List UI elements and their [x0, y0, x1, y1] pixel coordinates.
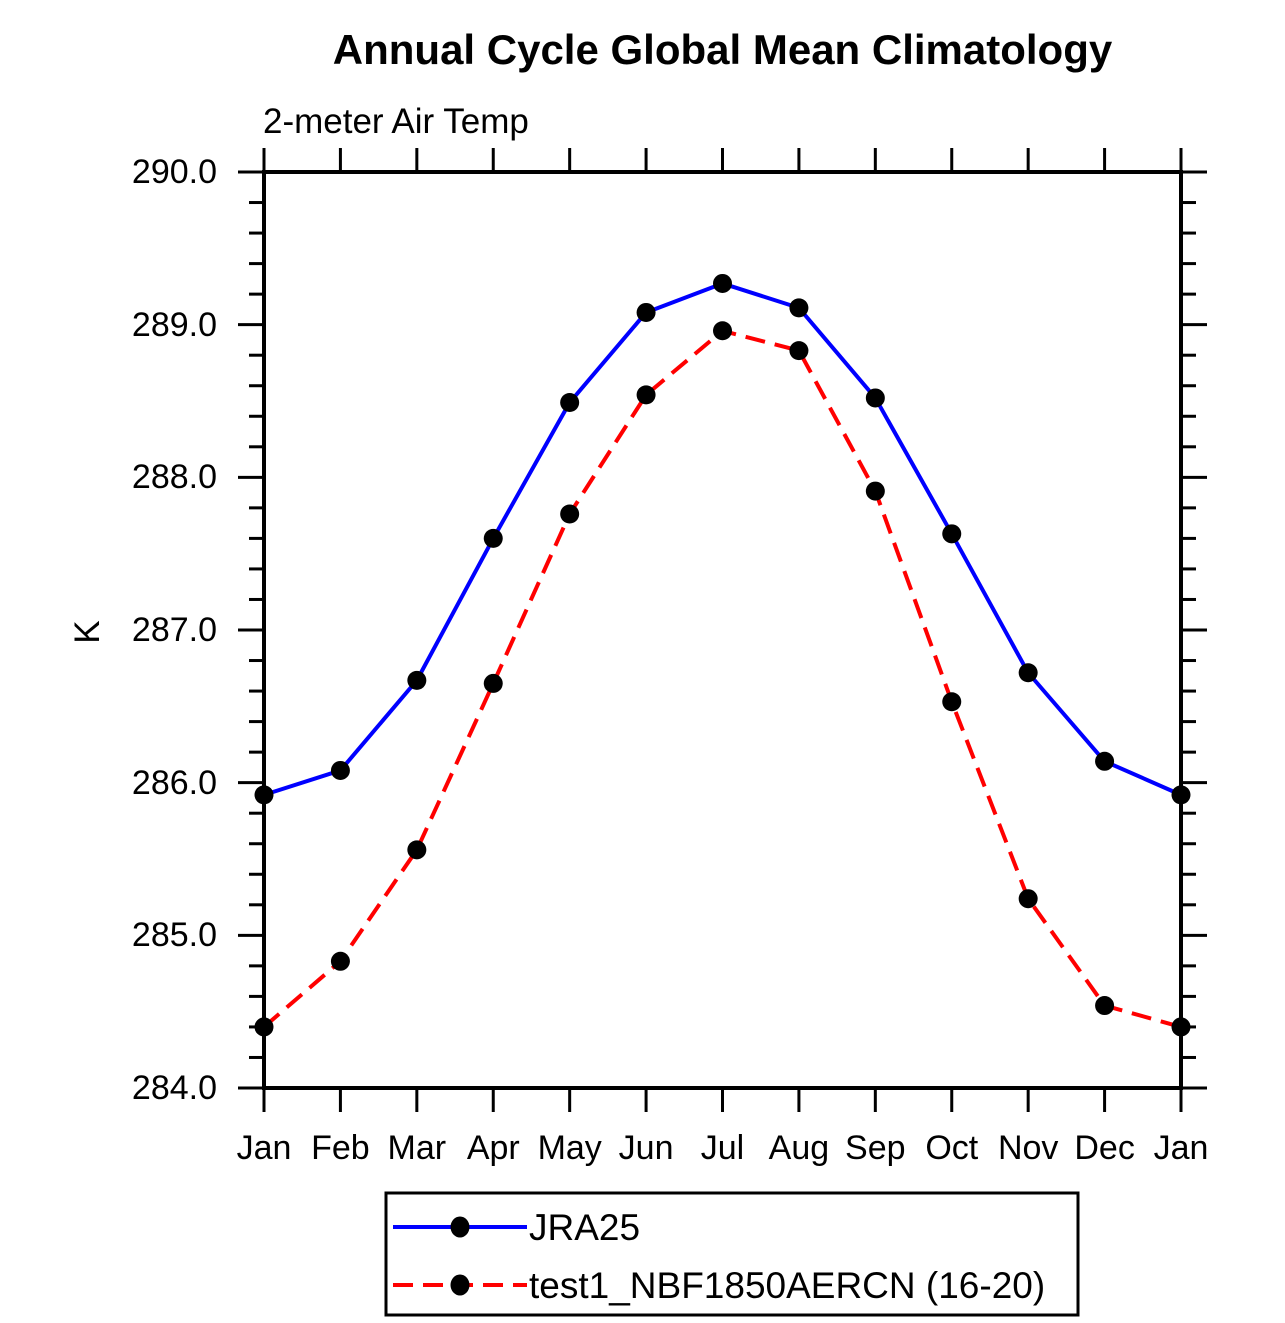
- y-tick-label: 286.0: [131, 764, 217, 802]
- data-point-marker: [1171, 1017, 1191, 1037]
- x-tick-label: Jul: [700, 1129, 745, 1167]
- x-tick-label: Nov: [997, 1129, 1059, 1167]
- data-point-marker: [407, 840, 427, 860]
- x-tick-label: Apr: [466, 1129, 520, 1167]
- data-point-marker: [254, 1017, 274, 1037]
- x-tick-label: Jun: [618, 1129, 674, 1167]
- y-tick-label: 284.0: [131, 1069, 217, 1107]
- data-point-marker: [865, 481, 885, 501]
- data-point-marker: [560, 393, 580, 413]
- y-tick-label: 289.0: [131, 306, 217, 344]
- legend-marker-test1: [450, 1274, 470, 1296]
- data-point-marker: [254, 785, 274, 805]
- x-tick-label: Sep: [845, 1129, 906, 1167]
- data-point-marker: [865, 388, 885, 408]
- y-tick-label: 288.0: [131, 458, 217, 496]
- x-tick-label: Aug: [768, 1129, 830, 1167]
- legend-box: [384, 1191, 1080, 1317]
- data-point-marker: [1171, 785, 1191, 805]
- series-lines: [254, 273, 1191, 1037]
- data-point-marker: [636, 385, 656, 405]
- x-tick-label: May: [537, 1129, 602, 1167]
- legend-label-test1: test1_NBF1850AERCN (16-20): [529, 1265, 1046, 1306]
- x-tick-label: Mar: [387, 1129, 447, 1167]
- data-point-marker: [636, 302, 656, 322]
- data-point-marker: [330, 760, 350, 780]
- plot-frame: [262, 170, 1183, 1090]
- chart-title: Annual Cycle Global Mean Climatology: [332, 26, 1113, 73]
- data-point-marker: [942, 524, 962, 544]
- x-tick-label: Jan: [1153, 1129, 1209, 1167]
- y-tick-label: 290.0: [131, 153, 217, 191]
- data-point-marker: [1095, 751, 1115, 771]
- data-point-marker: [713, 273, 732, 293]
- series-line-0: [263, 281, 1182, 797]
- data-point-marker: [713, 321, 732, 341]
- x-tick-label: Oct: [925, 1129, 979, 1167]
- data-point-marker: [330, 951, 350, 971]
- data-point-marker: [407, 670, 427, 690]
- y-tick-label: 287.0: [131, 611, 217, 649]
- x-tick-label: Jan: [236, 1129, 292, 1167]
- data-point-marker: [483, 673, 503, 693]
- data-point-marker: [789, 341, 809, 361]
- data-point-marker: [1018, 663, 1038, 683]
- x-tick-label: Feb: [311, 1129, 370, 1167]
- data-point-marker: [942, 692, 962, 712]
- data-point-marker: [789, 298, 809, 318]
- data-point-marker: [1095, 996, 1115, 1016]
- x-tick-label: Dec: [1074, 1129, 1135, 1167]
- data-point-marker: [1018, 889, 1038, 909]
- legend-label-jra25: JRA25: [529, 1207, 641, 1248]
- legend-marker-jra25: [450, 1216, 470, 1238]
- axis-ticks: [238, 148, 1207, 1112]
- y-tick-label: 285.0: [131, 916, 217, 954]
- series-line-1: [262, 328, 1182, 1029]
- chart-subtitle: 2-meter Air Temp: [263, 102, 529, 141]
- data-point-marker: [483, 528, 503, 548]
- data-point-marker: [560, 504, 580, 524]
